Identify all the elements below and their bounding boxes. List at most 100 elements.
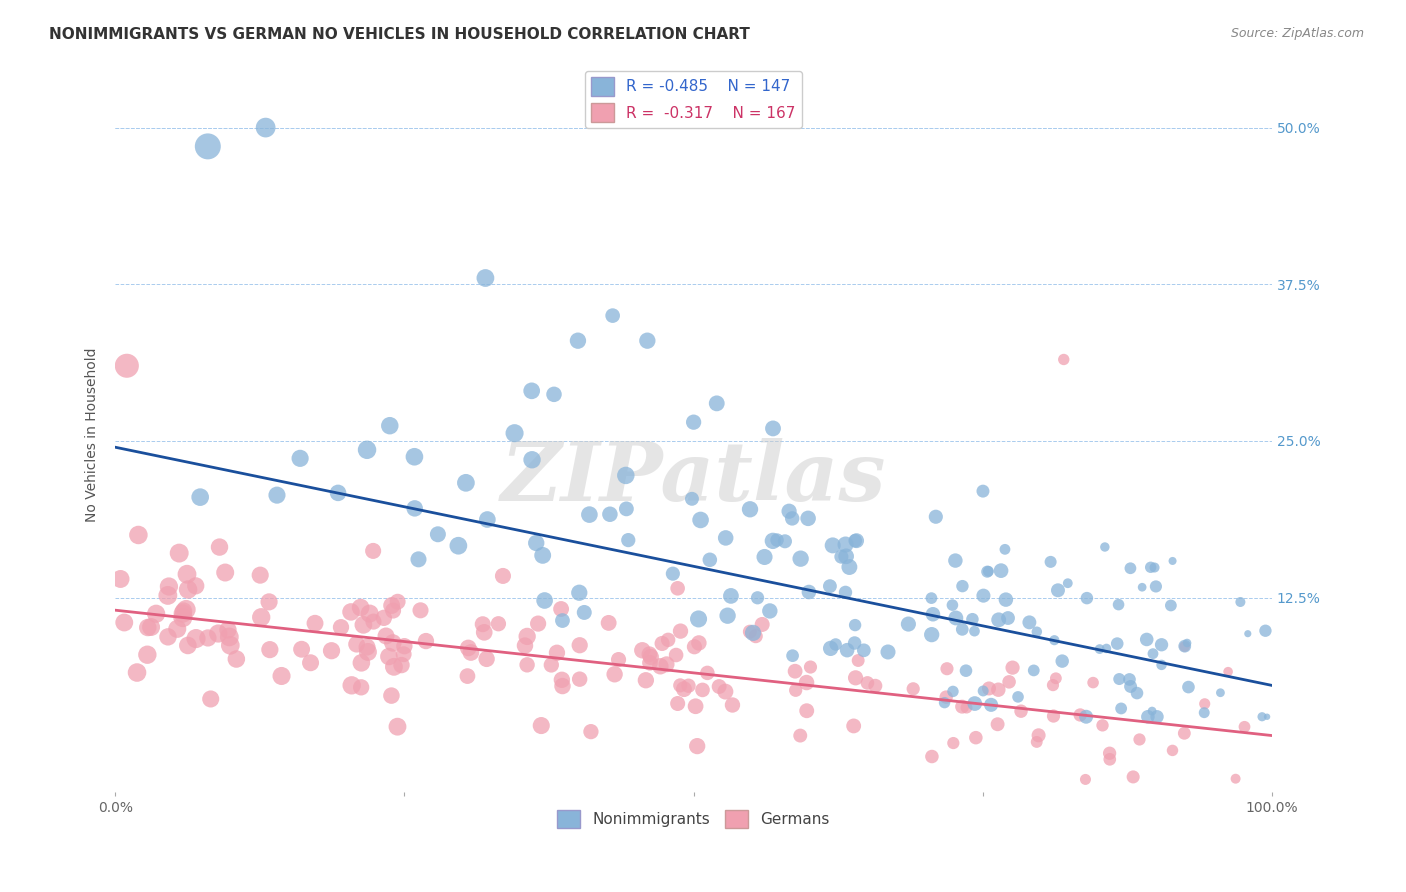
Point: [650, 659, 672, 673]
Point: [145, 607, 167, 621]
Point: [994, 592, 1017, 607]
Point: [381, 599, 404, 613]
Point: [972, 684, 994, 698]
Point: [1050, 654, 1073, 668]
Point: [686, 739, 709, 753]
Point: [250, 610, 273, 624]
Point: [378, 649, 401, 664]
Point: [1095, 641, 1118, 656]
Point: [856, 676, 879, 690]
Point: [696, 665, 718, 680]
Point: [638, 647, 661, 661]
Point: [614, 468, 637, 483]
Point: [936, 662, 959, 676]
Point: [678, 679, 700, 693]
Point: [115, 359, 138, 373]
Point: [530, 718, 553, 732]
Point: [1109, 701, 1132, 715]
Point: [977, 564, 1000, 578]
Point: [720, 589, 742, 603]
Point: [640, 649, 662, 664]
Point: [685, 699, 707, 714]
Point: [543, 387, 565, 401]
Point: [607, 652, 630, 666]
Point: [987, 613, 1010, 627]
Point: [457, 640, 479, 655]
Point: [321, 644, 343, 658]
Point: [546, 646, 568, 660]
Point: [820, 641, 842, 656]
Point: [738, 624, 761, 639]
Point: [172, 610, 194, 624]
Point: [188, 490, 211, 504]
Point: [184, 579, 207, 593]
Point: [426, 527, 449, 541]
Point: [721, 698, 744, 712]
Text: ZIPatlas: ZIPatlas: [501, 438, 886, 517]
Point: [392, 647, 415, 661]
Point: [1046, 583, 1069, 598]
Point: [1025, 624, 1047, 639]
Point: [1209, 686, 1232, 700]
Point: [127, 528, 149, 542]
Point: [852, 643, 875, 657]
Point: [1216, 665, 1239, 679]
Point: [1160, 599, 1182, 613]
Point: [184, 632, 207, 646]
Point: [688, 636, 710, 650]
Point: [716, 608, 738, 623]
Point: [288, 451, 311, 466]
Point: [1254, 624, 1277, 638]
Point: [472, 625, 495, 640]
Point: [579, 724, 602, 739]
Point: [976, 565, 998, 579]
Point: [830, 549, 852, 564]
Point: [950, 623, 973, 637]
Point: [762, 421, 785, 435]
Point: [340, 605, 363, 619]
Point: [1128, 732, 1150, 747]
Point: [797, 511, 820, 525]
Y-axis label: No Vehicles in Household: No Vehicles in Household: [86, 348, 100, 522]
Point: [666, 697, 689, 711]
Point: [567, 334, 589, 348]
Point: [391, 658, 413, 673]
Point: [782, 648, 804, 663]
Point: [1136, 710, 1159, 724]
Point: [299, 656, 322, 670]
Point: [1236, 626, 1258, 640]
Point: [751, 617, 773, 632]
Point: [1192, 706, 1215, 720]
Point: [527, 616, 550, 631]
Point: [1173, 726, 1195, 740]
Point: [551, 679, 574, 693]
Point: [662, 566, 685, 581]
Point: [934, 696, 956, 710]
Point: [454, 475, 477, 490]
Point: [110, 572, 132, 586]
Point: [897, 617, 920, 632]
Point: [1119, 680, 1142, 694]
Point: [965, 731, 987, 745]
Point: [1053, 352, 1076, 367]
Point: [540, 657, 562, 672]
Point: [1122, 770, 1144, 784]
Point: [835, 549, 858, 564]
Point: [602, 309, 624, 323]
Point: [1143, 560, 1166, 574]
Legend: Nonimmigrants, Germans: Nonimmigrants, Germans: [551, 804, 837, 834]
Point: [754, 549, 776, 564]
Text: NONIMMIGRANTS VS GERMAN NO VEHICLES IN HOUSEHOLD CORRELATION CHART: NONIMMIGRANTS VS GERMAN NO VEHICLES IN H…: [49, 27, 749, 42]
Point: [942, 736, 965, 750]
Point: [692, 682, 714, 697]
Point: [1007, 690, 1029, 704]
Point: [1126, 686, 1149, 700]
Point: [846, 653, 869, 667]
Point: [156, 589, 179, 603]
Point: [1039, 555, 1062, 569]
Point: [520, 452, 543, 467]
Point: [789, 551, 811, 566]
Point: [503, 426, 526, 441]
Point: [785, 664, 807, 678]
Point: [1094, 540, 1116, 554]
